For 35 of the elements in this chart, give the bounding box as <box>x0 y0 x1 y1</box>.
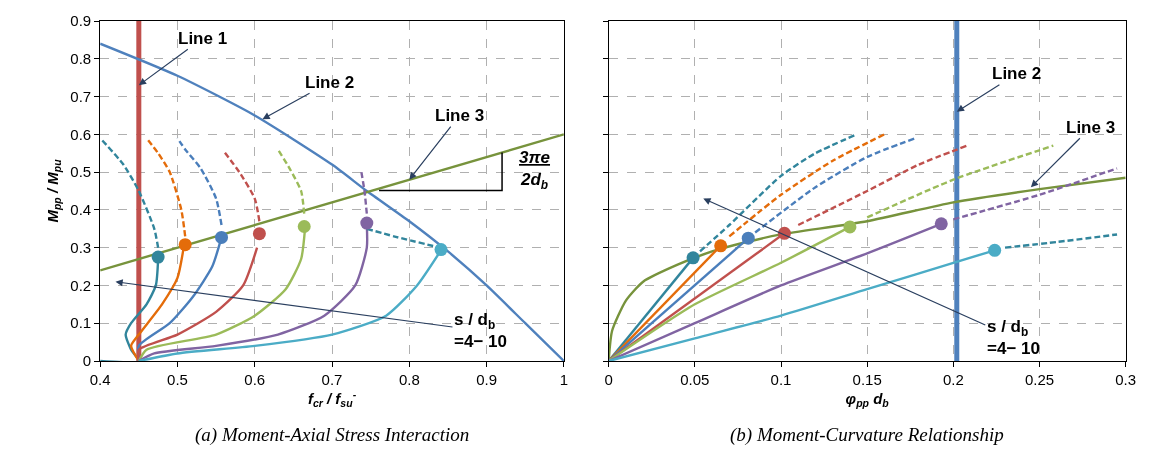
text: (b) Moment-Curvature Relationship <box>730 424 1004 446</box>
x-tick-label: 1 <box>559 371 569 388</box>
x-tick-label: 0.8 <box>398 371 420 388</box>
x-tick-label: 0.15 <box>852 371 882 388</box>
annotation: s / d$_{b}$ =4− 10 <box>987 317 1040 359</box>
annotation: Line 2 <box>305 73 355 92</box>
x-tick-label: 0.4 <box>89 371 111 388</box>
y-tick-label: 0.2 <box>70 276 92 294</box>
x-tick-label: 0.1 <box>770 371 792 388</box>
y-tick-label: 0.1 <box>70 314 92 332</box>
y-tick-label: 0.7 <box>70 87 92 105</box>
x-tick-label: 0.6 <box>244 371 266 388</box>
x-axis-title: φ$_{pp}$ d$_{b}$ <box>845 390 890 410</box>
x-tick-label: 0.05 <box>680 371 710 388</box>
x-tick-label: 0.2 <box>942 371 964 388</box>
text: (a) Moment-Axial Stress Interaction <box>195 424 470 446</box>
y-tick-label: 0 <box>82 352 92 370</box>
x-tick-label: 0 <box>604 371 613 388</box>
y-tick-label: 0.8 <box>70 50 92 68</box>
y-tick-label: 0.6 <box>70 125 92 143</box>
x-tick-label: 0.3 <box>1115 371 1137 388</box>
annotation: Line 3 <box>1066 118 1116 137</box>
y-tick-label: 0.5 <box>70 163 92 181</box>
y-tick-label: 0.4 <box>70 201 92 219</box>
annotation: s / d$_{b}$ =4− 10 <box>454 310 507 352</box>
y-tick-label: 0.9 <box>70 12 92 30</box>
annotation: Line 1 <box>178 29 228 48</box>
annotation: Line 3 <box>435 106 485 125</box>
x-tick-label: 0.5 <box>167 371 188 388</box>
y-tick-label: 0.3 <box>70 238 92 256</box>
x-tick-label: 0.9 <box>476 371 498 388</box>
x-tick-label: 0.25 <box>1024 371 1055 388</box>
annotation: Line 2 <box>992 64 1042 83</box>
annotation: 3πe 2d$_{b}$ <box>519 148 551 192</box>
x-tick-label: 0.7 <box>321 371 343 388</box>
